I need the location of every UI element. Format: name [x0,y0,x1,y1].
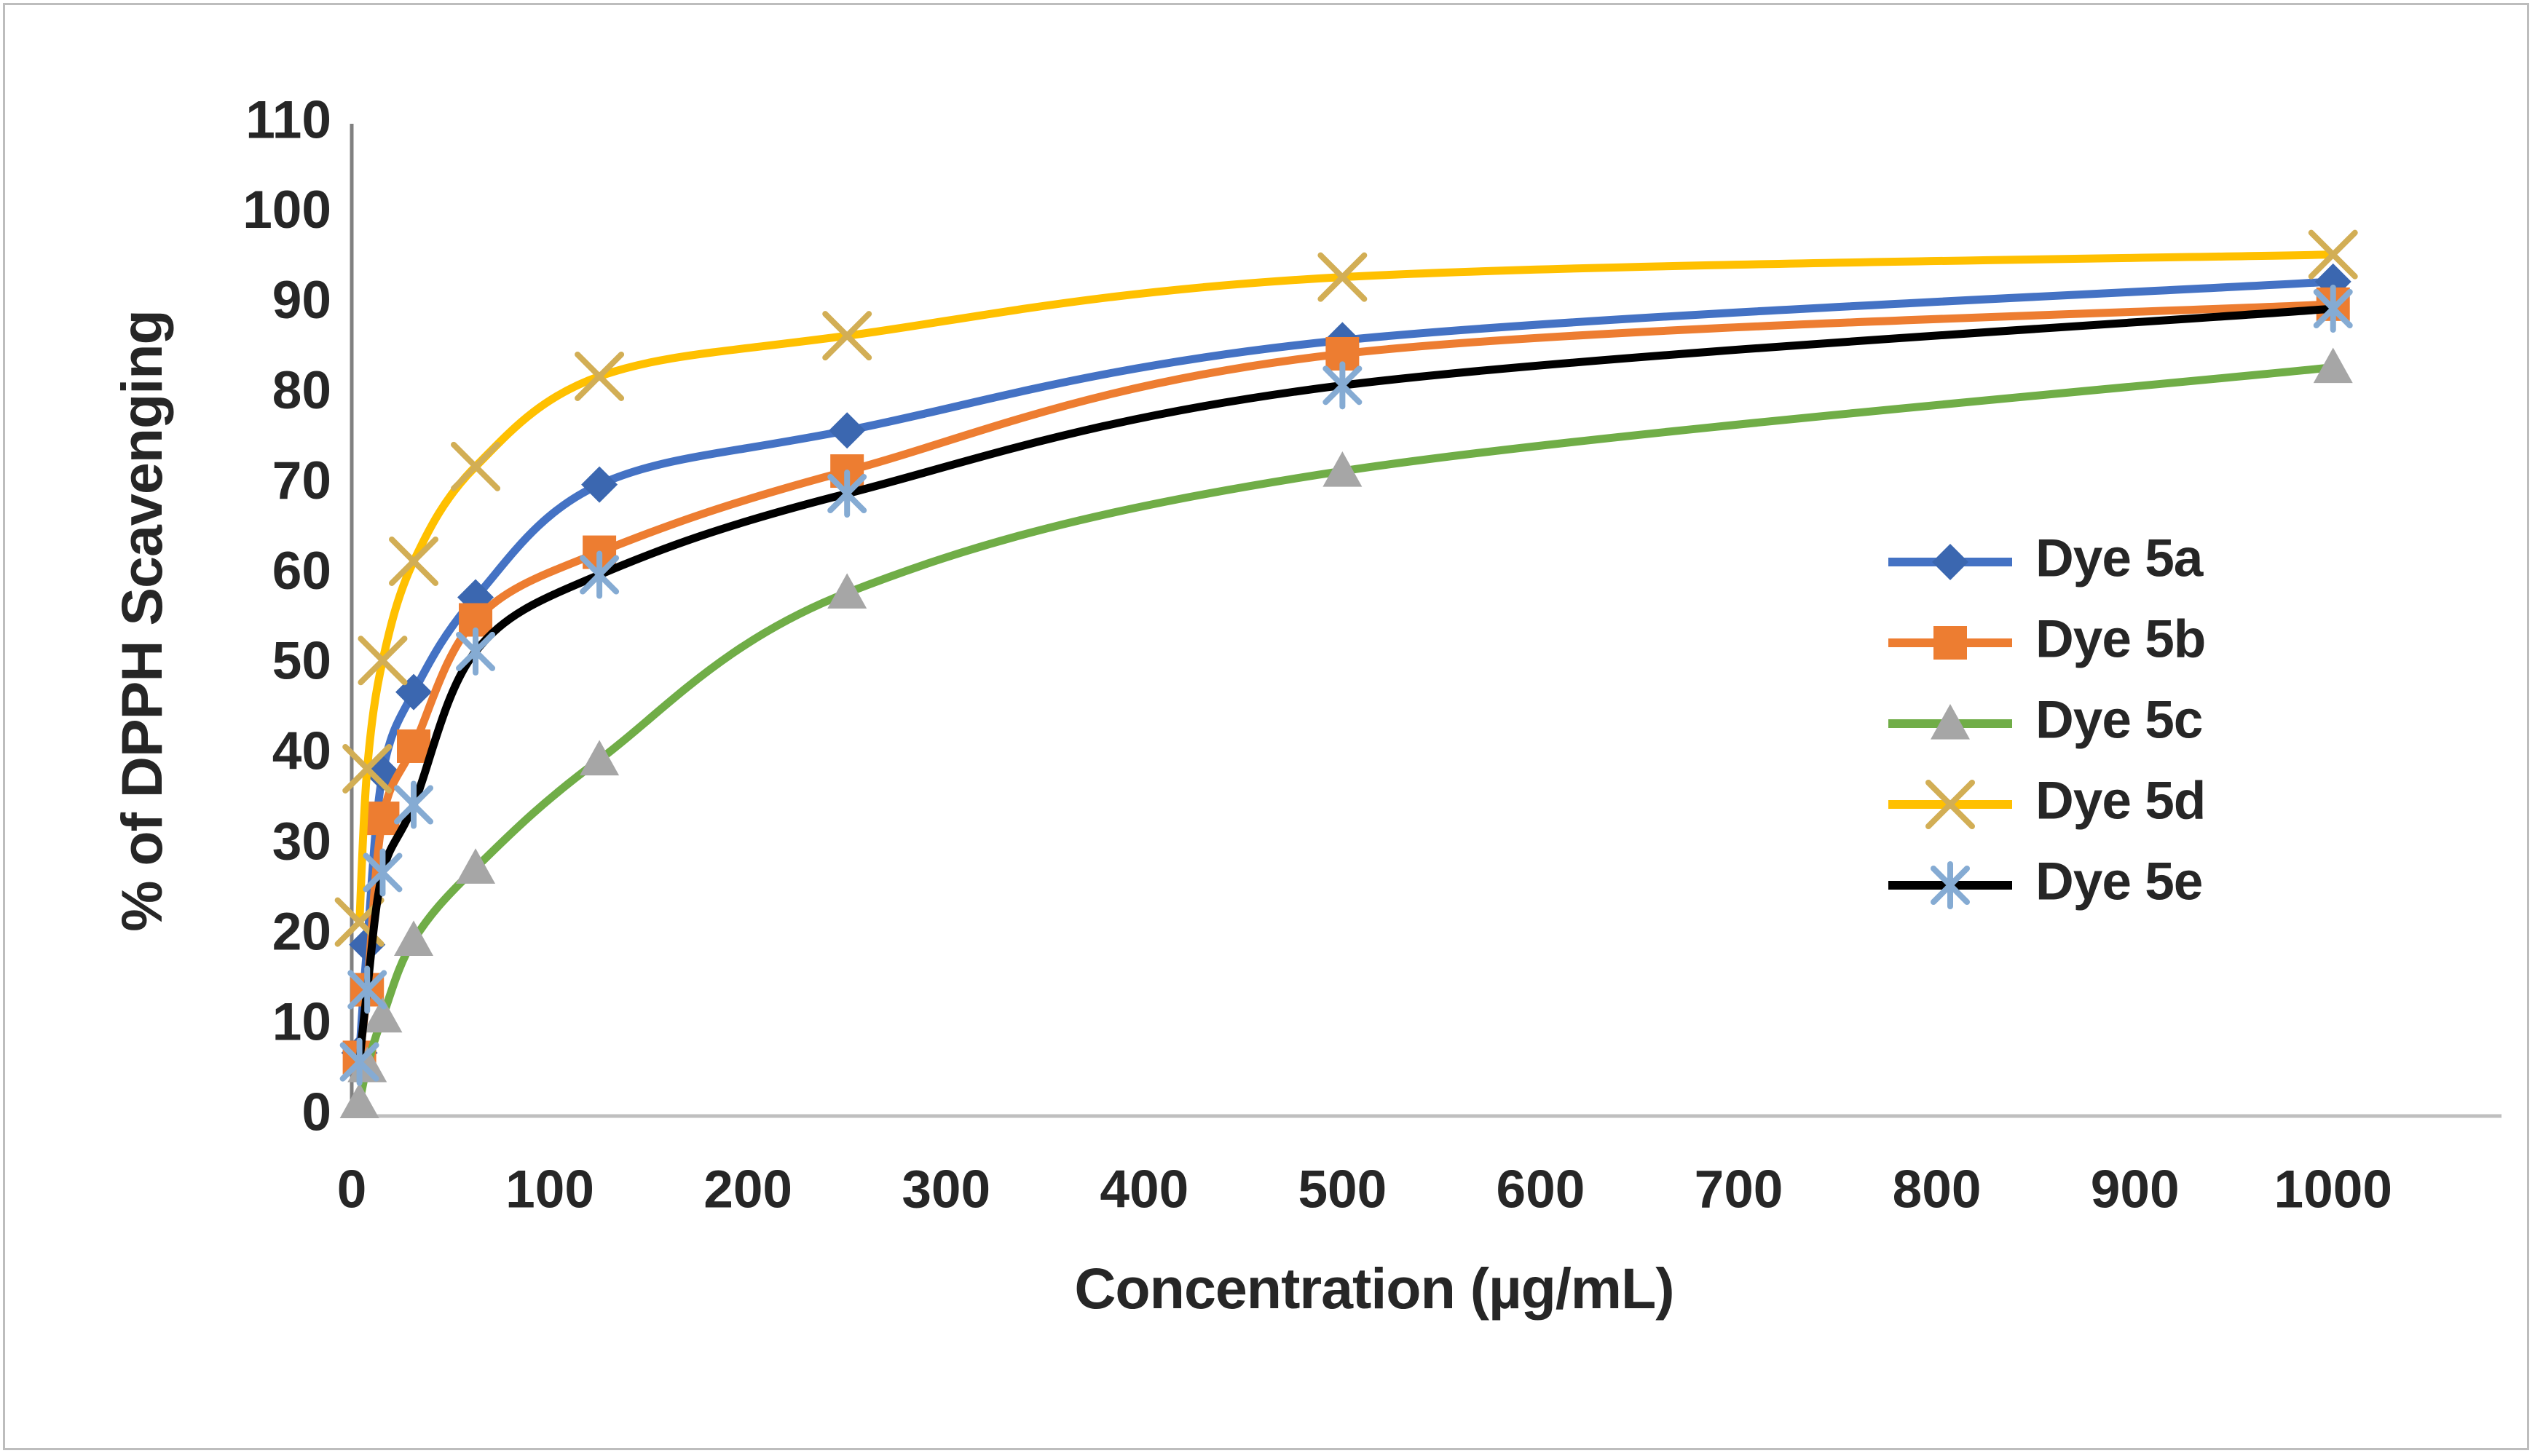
y-tick-label-70: 70 [272,451,331,510]
y-tick-label-30: 30 [272,812,331,871]
data-point-marker-dye-5d [2308,229,2358,280]
y-tick-label-0: 0 [301,1083,331,1142]
series-line-dye-5b [355,300,2338,1061]
series-dye-5c [339,347,2353,1119]
data-point-marker-dye-5c [580,740,620,776]
legend-marker-dye-5d [1925,780,1975,829]
data-point-marker-dye-5b [397,729,431,763]
x-tick-label-0: 0 [337,1160,367,1219]
x-tick-label-300: 300 [902,1160,990,1219]
data-point-marker-dye-5e [394,780,434,829]
data-point-marker-dye-5c [827,573,867,609]
legend-label-dye-5a: Dye 5a [2035,529,2204,587]
data-point-marker-dye-5e [347,965,387,1014]
legend-item-dye-5d: Dye 5d [1888,771,2206,830]
x-axis-title: Concentration (µg/mL) [1074,1256,1673,1321]
series-dye-5e [339,285,2353,1086]
y-axis-tick-labels: 0 10 20 30 40 50 60 70 80 90 100 110 [243,90,331,1142]
series-line-dye-5c [355,363,2338,1107]
x-tick-label-400: 400 [1100,1160,1188,1219]
legend-label-dye-5c: Dye 5c [2035,690,2202,749]
legend-item-dye-5b: Dye 5b [1888,609,2206,668]
legend-label-dye-5b: Dye 5b [2035,609,2205,668]
y-tick-label-50: 50 [272,632,331,691]
legend-marker-dye-5e [1931,861,1970,909]
x-tick-label-1000: 1000 [2274,1160,2392,1219]
x-tick-label-100: 100 [505,1160,594,1219]
x-tick-label-800: 800 [1893,1160,1982,1219]
x-tick-label-200: 200 [703,1160,792,1219]
data-point-marker-dye-5c [394,920,434,956]
y-tick-label-40: 40 [272,722,331,781]
data-point-marker-dye-5d [575,351,625,401]
data-point-marker-dye-5c [339,1083,379,1119]
data-point-marker-dye-5d [358,636,408,686]
data-point-marker-dye-5d [342,743,393,794]
x-tick-label-700: 700 [1695,1160,1783,1219]
data-point-marker-dye-5e [2313,285,2353,333]
y-tick-label-80: 80 [272,361,331,420]
data-point-marker-dye-5c [363,997,403,1033]
series-dye-5d [334,229,2358,947]
y-tick-label-10: 10 [272,992,331,1051]
x-tick-label-600: 600 [1497,1160,1585,1219]
series-line-dye-5e [355,304,2338,1067]
y-tick-label-100: 100 [243,181,331,240]
legend: Dye 5a Dye 5b Dye 5c Dye 5d Dye 5e [1888,529,2206,911]
legend-item-dye-5a: Dye 5a [1888,529,2205,587]
data-point-marker-dye-5d [1317,252,1368,302]
legend-label-dye-5d: Dye 5d [2035,771,2205,830]
data-point-marker-dye-5c [1322,451,1363,487]
y-tick-label-90: 90 [272,271,331,330]
x-axis-tick-labels: 0 100 200 300 400 500 600 700 800 900 1000 [337,1160,2392,1219]
data-point-marker-dye-5e [827,470,867,518]
data-point-marker-dye-5b [366,802,400,836]
axes [350,124,2502,1118]
data-point-marker-dye-5d [389,536,439,586]
y-tick-label-20: 20 [272,902,331,961]
series-group [334,229,2358,1119]
legend-marker-dye-5c [1931,704,1970,740]
y-tick-label-110: 110 [245,90,331,149]
legend-item-dye-5c: Dye 5c [1888,690,2203,749]
legend-item-dye-5e: Dye 5e [1888,852,2203,911]
data-point-marker-dye-5e [456,627,496,676]
data-point-marker-dye-5a [581,466,618,503]
data-point-marker-dye-5a [829,412,866,449]
data-point-marker-dye-5c [456,848,496,884]
data-point-marker-dye-5e [580,550,620,599]
data-point-marker-dye-5d [822,311,872,361]
figure-frame: 0 10 20 30 40 50 60 70 80 90 100 110 0 100 200 300 400 5… [3,3,2529,1450]
dpph-scavenging-line-chart: 0 10 20 30 40 50 60 70 80 90 100 110 0 100 200 300 400 5… [109,90,2502,1321]
data-point-marker-dye-5d [451,441,501,491]
data-point-marker-dye-5e [1322,361,1363,410]
x-tick-label-900: 900 [2091,1160,2180,1219]
data-point-marker-dye-5c [2313,347,2353,384]
x-tick-label-500: 500 [1298,1160,1387,1219]
y-tick-label-60: 60 [272,542,331,601]
legend-marker-dye-5b [1933,626,1967,660]
series-dye-5b [342,287,2350,1075]
data-point-marker-dye-5e [363,848,403,897]
series-line-dye-5d [355,250,2338,927]
y-axis-title: % of DPPH Scavenging [109,310,174,932]
legend-label-dye-5e: Dye 5e [2035,852,2202,911]
legend-marker-dye-5a [1932,544,1968,580]
data-point-marker-dye-5e [339,1037,379,1086]
